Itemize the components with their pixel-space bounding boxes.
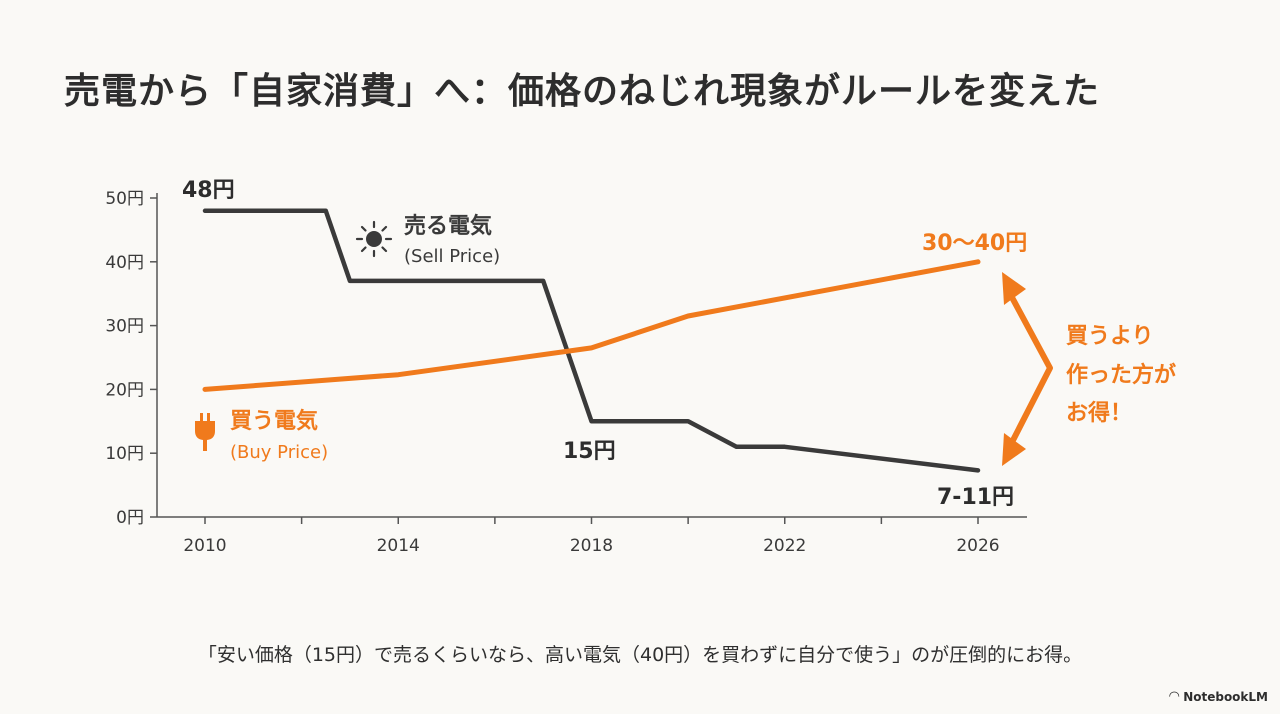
- buy-price-line: [202, 259, 981, 392]
- y-tick-label: 40円: [105, 253, 144, 273]
- chart-lines: [202, 208, 981, 473]
- buy-legend-label: 買う電気: [230, 408, 318, 434]
- brand-name: NotebookLM: [1183, 689, 1268, 704]
- x-tick-label: 2014: [377, 536, 420, 556]
- caption: 「安い価格（15円）で売るくらいなら、高い電気（40円）を買わずに自分で使う」の…: [197, 644, 1083, 666]
- sell-end-label: 7-11円: [937, 485, 1014, 510]
- sell-mid-label: 15円: [563, 439, 616, 464]
- gap-double-arrow: [1002, 272, 1053, 466]
- sell-start-label: 48円: [182, 178, 235, 203]
- arrow-note-line1: 買うより: [1066, 324, 1154, 349]
- x-tick-label: 2018: [570, 536, 613, 556]
- sun-icon: [355, 220, 393, 258]
- page-title: 売電から「自家消費」へ：価格のねじれ現象がルールを変えた: [64, 71, 1101, 112]
- x-tick-label: 2022: [763, 536, 806, 556]
- y-tick-label: 10円: [105, 444, 144, 464]
- y-tick-label: 50円: [105, 189, 144, 209]
- x-tick-label: 2010: [183, 536, 226, 556]
- sell-legend-sub: (Sell Price): [404, 246, 500, 267]
- x-tick-label: 2026: [956, 536, 999, 556]
- arrow-note-line2: 作った方が: [1066, 362, 1176, 388]
- buy-end-label: 30〜40円: [922, 231, 1027, 256]
- y-tick-label: 30円: [105, 317, 144, 337]
- sell-price-line: [202, 208, 981, 473]
- plug-icon: [195, 413, 215, 451]
- sell-legend-label: 売る電気: [404, 213, 492, 239]
- chart-axes: 0円 10円 20円 30円 40円 50円 2010 2014 2018 2022 2026: [105, 189, 1027, 556]
- arrow-note-line3: お得！: [1066, 400, 1132, 426]
- y-tick-label: 20円: [105, 380, 144, 400]
- notebooklm-icon: ◠: [1169, 689, 1180, 704]
- buy-legend-sub: (Buy Price): [230, 442, 328, 463]
- brand-logo: ◠ NotebookLM: [1169, 689, 1268, 704]
- y-tick-label: 0円: [116, 508, 144, 528]
